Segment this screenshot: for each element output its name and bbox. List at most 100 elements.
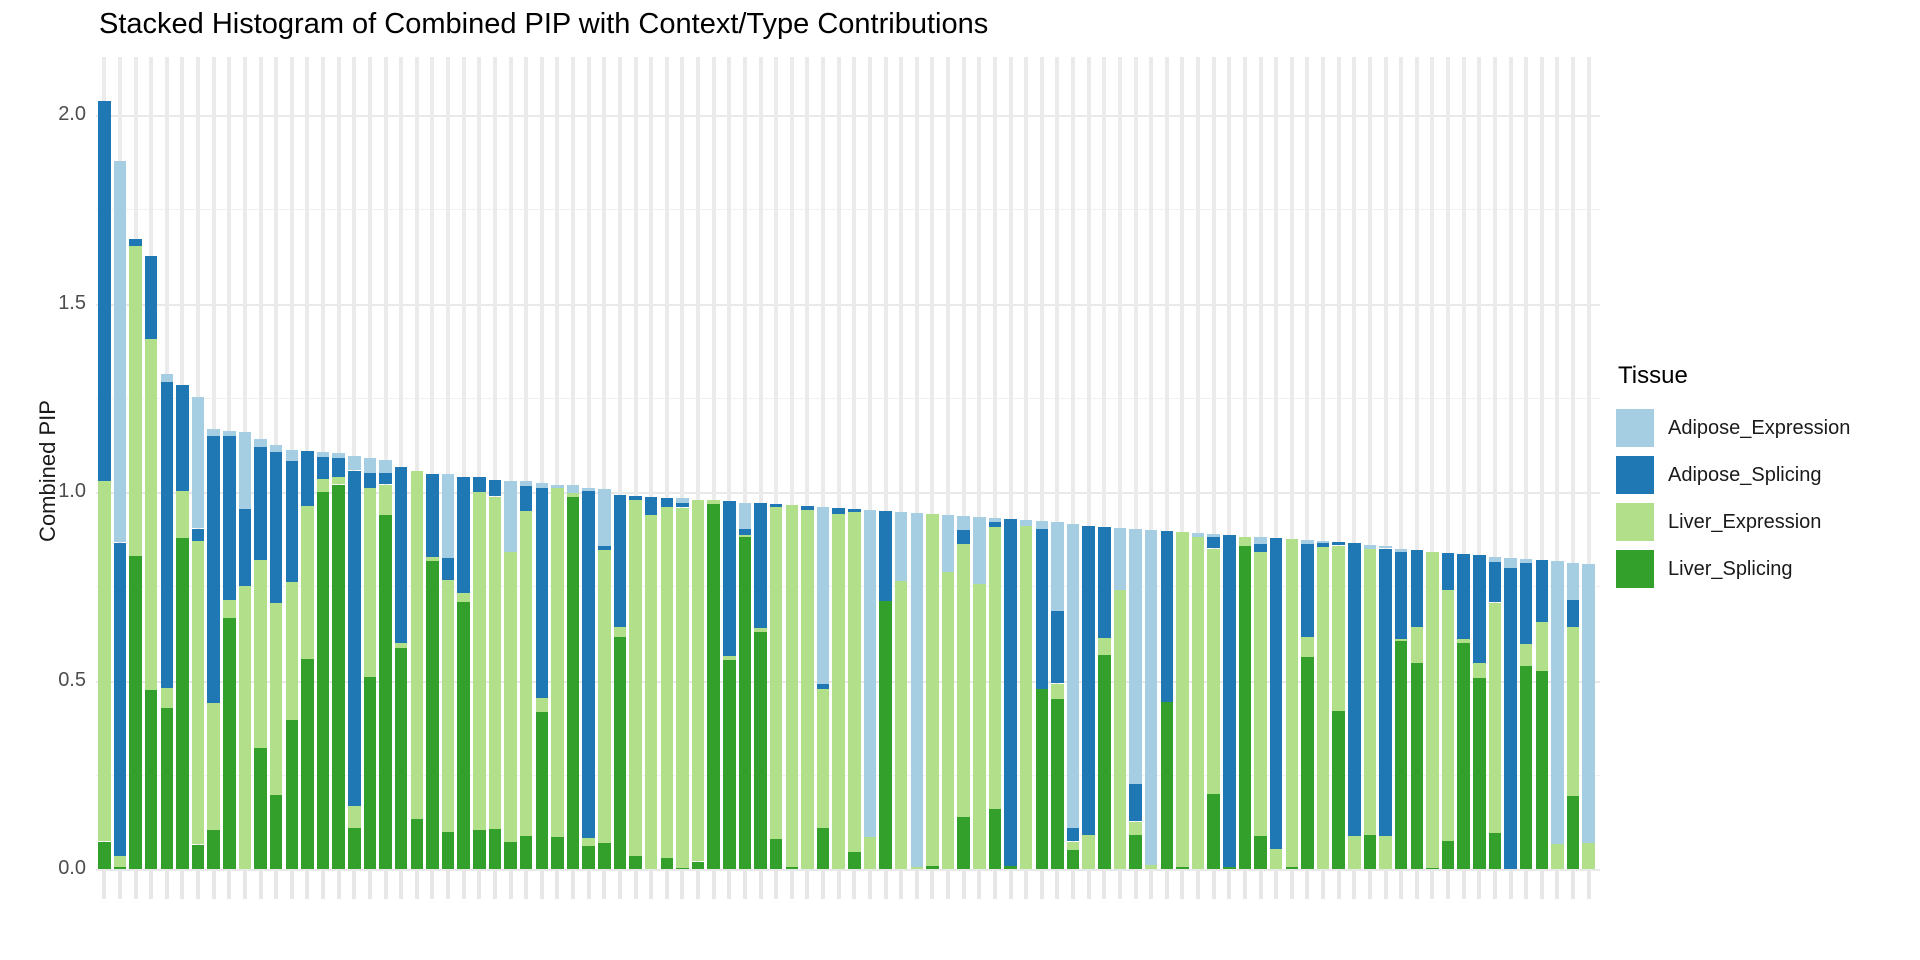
x-axis-tick — [1024, 871, 1029, 899]
bar-segment-liver_expression — [441, 580, 455, 832]
bar-segment-liver_splicing — [1160, 702, 1173, 869]
bar-segment-adipose_splicing — [1473, 555, 1486, 663]
legend-label: Adipose_Splicing — [1668, 463, 1822, 486]
bar-segment-adipose_expression — [441, 473, 455, 558]
legend-swatch-icon — [1616, 503, 1654, 541]
x-axis-tick — [414, 871, 419, 899]
x-axis-tick — [899, 871, 904, 899]
x-axis-tick — [133, 871, 138, 899]
x-axis-tick — [227, 871, 232, 899]
bar-segment-adipose_expression — [379, 460, 392, 474]
bar-segment-liver_splicing — [1098, 655, 1111, 869]
x-axis-tick — [758, 871, 763, 899]
bar-segment-liver_splicing — [176, 537, 189, 869]
vertical-gridline — [555, 57, 560, 869]
bar-segment-liver_splicing — [285, 720, 298, 869]
vertical-gridline — [1571, 57, 1575, 869]
x-axis-tick — [789, 871, 794, 899]
bar-segment-adipose_splicing — [1254, 544, 1267, 553]
x-axis-tick — [164, 871, 169, 899]
bar-segment-liver_expression — [113, 855, 127, 868]
bar-segment-liver_splicing — [332, 484, 345, 869]
bar-segment-liver_expression — [488, 496, 502, 830]
bar-segment-liver_expression — [1019, 525, 1033, 869]
x-axis-tick — [1258, 871, 1263, 899]
legend-item-liver_splicing: Liver_Splicing — [1616, 549, 1850, 589]
x-axis-tick — [774, 871, 779, 899]
x-axis-tick — [274, 871, 279, 899]
x-axis-tick — [524, 871, 529, 899]
x-axis-tick — [1571, 871, 1575, 899]
x-axis-tick — [852, 871, 857, 899]
x-axis-tick — [1274, 871, 1279, 899]
vertical-gridline — [1446, 57, 1450, 869]
x-axis-tick — [930, 871, 935, 899]
vertical-gridline — [680, 57, 685, 869]
x-axis-tick — [149, 871, 154, 899]
bar-segment-liver_expression — [1473, 662, 1486, 678]
x-axis-tick — [430, 871, 435, 899]
x-axis-tick — [992, 871, 997, 899]
bar-segment-adipose_expression — [1207, 534, 1220, 538]
vertical-gridline — [914, 57, 919, 869]
bar-segment-adipose_splicing — [1004, 519, 1017, 866]
bar-segment-liver_splicing — [535, 712, 548, 869]
vertical-gridline — [1461, 57, 1466, 869]
bar-segment-liver_expression — [582, 838, 595, 846]
vertical-gridline — [867, 57, 872, 869]
x-axis-tick — [1539, 871, 1544, 899]
bar-segment-adipose_expression — [269, 444, 283, 452]
bar-segment-adipose_splicing — [1441, 553, 1455, 591]
vertical-gridline — [977, 57, 982, 869]
bar-segment-adipose_expression — [1051, 522, 1064, 612]
bar-segment-liver_expression — [410, 470, 423, 819]
x-axis-tick — [1008, 871, 1013, 899]
bar-segment-adipose_splicing — [519, 486, 533, 512]
vertical-gridline — [946, 57, 950, 869]
vertical-gridline — [1492, 57, 1497, 869]
bar-segment-liver_expression — [1316, 546, 1330, 869]
x-axis-tick — [211, 871, 216, 899]
vertical-gridline — [1149, 57, 1154, 869]
bar-segment-adipose_splicing — [1504, 567, 1517, 869]
bar-segment-liver_expression — [1488, 602, 1502, 833]
vertical-gridline — [1071, 57, 1075, 869]
bar-segment-liver_splicing — [1426, 868, 1439, 869]
vertical-gridline — [1086, 57, 1091, 869]
bar-segment-adipose_expression — [160, 374, 173, 383]
bar-segment-liver_expression — [1441, 590, 1455, 841]
bar-segment-adipose_expression — [1379, 545, 1392, 549]
bar-segment-liver_expression — [144, 339, 158, 691]
bar-segment-adipose_expression — [676, 498, 689, 503]
vertical-gridline — [649, 57, 654, 869]
bar-segment-adipose_splicing — [754, 503, 767, 629]
bar-segment-adipose_splicing — [582, 491, 595, 838]
vertical-gridline — [1008, 57, 1013, 869]
bar-segment-adipose_splicing — [598, 545, 611, 551]
x-axis-tick — [446, 871, 450, 899]
bar-segment-adipose_expression — [738, 502, 752, 529]
minor-gridline — [96, 397, 1600, 399]
legend-item-liver_expression: Liver_Expression — [1616, 502, 1850, 542]
vertical-gridline — [1258, 57, 1263, 869]
bar-segment-liver_expression — [1363, 548, 1377, 835]
x-axis-tick — [649, 871, 654, 899]
bar-segment-liver_splicing — [926, 866, 939, 869]
bar-segment-liver_splicing — [1051, 698, 1064, 869]
x-axis-tick — [586, 871, 591, 899]
bar-segment-adipose_expression — [316, 452, 330, 457]
bar-segment-adipose_expression — [863, 510, 877, 838]
bar-segment-liver_expression — [1551, 843, 1564, 869]
x-axis-tick — [1164, 871, 1169, 899]
vertical-gridline — [992, 57, 997, 869]
vertical-gridline — [492, 57, 497, 869]
bar-segment-adipose_splicing — [1051, 611, 1064, 684]
x-axis-tick — [1524, 871, 1529, 899]
vertical-gridline — [461, 57, 466, 869]
x-axis-tick — [1586, 871, 1591, 899]
y-axis-title: Combined PIP — [35, 400, 60, 542]
x-axis-tick — [961, 871, 966, 899]
bar-segment-liver_expression — [1066, 841, 1080, 850]
bar-segment-adipose_expression — [894, 512, 908, 582]
bar-segment-liver_expression — [723, 656, 736, 660]
